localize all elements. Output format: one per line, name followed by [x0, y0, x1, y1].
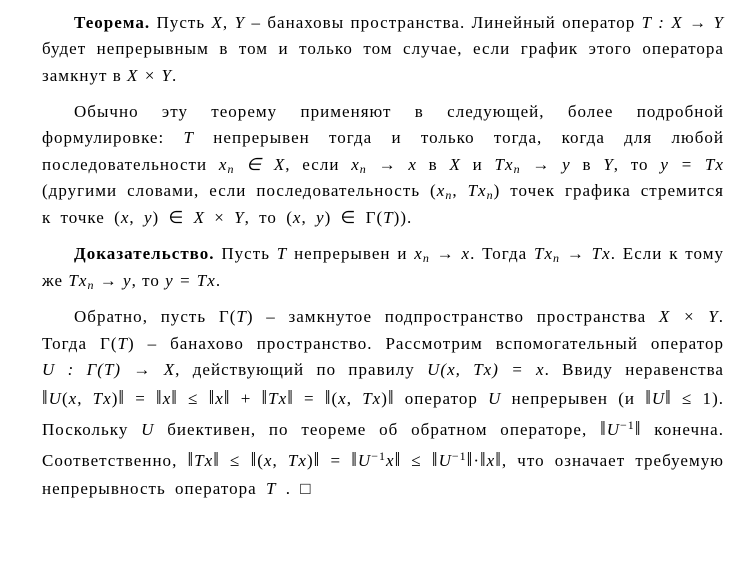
text: – замкнутое подпространство пространства [254, 307, 659, 326]
text: биективен, по теореме об обратном операт… [154, 420, 600, 439]
math-u: U [488, 389, 501, 408]
math-xn-to-x: xn → x [414, 244, 470, 263]
math-t: T [184, 128, 194, 147]
text: – банахово пространство. Рассмотрим вспо… [135, 334, 724, 353]
theorem-paragraph: Теорема. Пусть X, Y – банаховы пространс… [42, 10, 724, 89]
text: . Тогда [470, 244, 534, 263]
math-xy-in-xxy: (x, y) ∈ X × Y [114, 208, 245, 227]
math-txn-to-y: Txn → y [68, 271, 131, 290]
text: , то [245, 208, 287, 227]
math-x: X [450, 155, 461, 174]
text: . [216, 271, 221, 290]
math-x: X [212, 13, 223, 32]
math-xxy: X × Y [127, 66, 172, 85]
proof-converse-paragraph: Обратно, пусть Γ(T) – замкнутое подпрост… [42, 304, 724, 502]
math-y: Y [235, 13, 245, 32]
text: Обратно, пусть [74, 307, 219, 326]
math-ineq2: ‖Tx‖ ≤ ‖(x, Tx)‖ = ‖U−1x‖ ≤ ‖U−1‖·‖x‖ [188, 451, 502, 470]
math-u-map: U : Γ(T) → X [42, 360, 175, 379]
text: в [417, 155, 450, 174]
math-gt: Γ(T) [219, 307, 254, 326]
text: (другими словами, если последовательност… [42, 181, 430, 200]
math-t-map: T : X → Y [642, 13, 724, 32]
text: – банаховы пространства. Линейный операт… [245, 13, 642, 32]
math-u: U [141, 420, 154, 439]
theorem-label: Теорема. [74, 13, 150, 32]
math-txn-to-y: Txn → y [495, 155, 571, 174]
text: , если [285, 155, 351, 174]
formulation-paragraph: Обычно эту теорему применяют в следующей… [42, 99, 724, 231]
math-t: T [277, 244, 287, 263]
proof-label: Доказательство. [74, 244, 215, 263]
math-xn-to-x: xn → x [351, 155, 417, 174]
text: в [571, 155, 604, 174]
math-pair: (xn, Txn) [430, 181, 500, 200]
text: ). [400, 208, 412, 227]
text: и [461, 155, 495, 174]
math-gt: Γ(T) [100, 334, 135, 353]
text: , то [614, 155, 661, 174]
math-uinv-norm: ‖U−1‖ [600, 420, 641, 439]
math-u-rule: U(x, Tx) = x [427, 360, 545, 379]
math-y-eq-tx: y = Tx [660, 155, 724, 174]
math-y: Y [603, 155, 613, 174]
text: , то [132, 271, 166, 290]
text: непрерывен (и [501, 389, 645, 408]
text: Пусть [150, 13, 211, 32]
text: оператор [395, 389, 489, 408]
math-xn-in-x: xn ∈ X [219, 155, 285, 174]
text: , [223, 13, 235, 32]
text: . [172, 66, 177, 85]
proof-forward-paragraph: Доказательство. Пусть T непрерывен и xn … [42, 241, 724, 294]
math-normu-le-1: ‖U‖ ≤ 1 [645, 389, 712, 408]
text: Пусть [215, 244, 277, 263]
math-xxy: X × Y [659, 307, 719, 326]
math-txn-to-tx: Txn → Tx [534, 244, 611, 263]
page: Теорема. Пусть X, Y – банаховы пространс… [0, 0, 752, 569]
math-xy-in-gt: (x, y) ∈ Γ(T) [286, 208, 400, 227]
text: непрерывен и [287, 244, 414, 263]
text: . Ввиду неравенства [545, 360, 724, 379]
math-y-eq-tx: y = Tx [165, 271, 216, 290]
text: . □ [276, 479, 311, 498]
text: , действующий по правилу [175, 360, 427, 379]
math-ineq1: ‖U(x, Tx)‖ = ‖x‖ ≤ ‖x‖ + ‖Tx‖ = ‖(x, Tx)… [42, 389, 395, 408]
math-t: T [266, 479, 276, 498]
